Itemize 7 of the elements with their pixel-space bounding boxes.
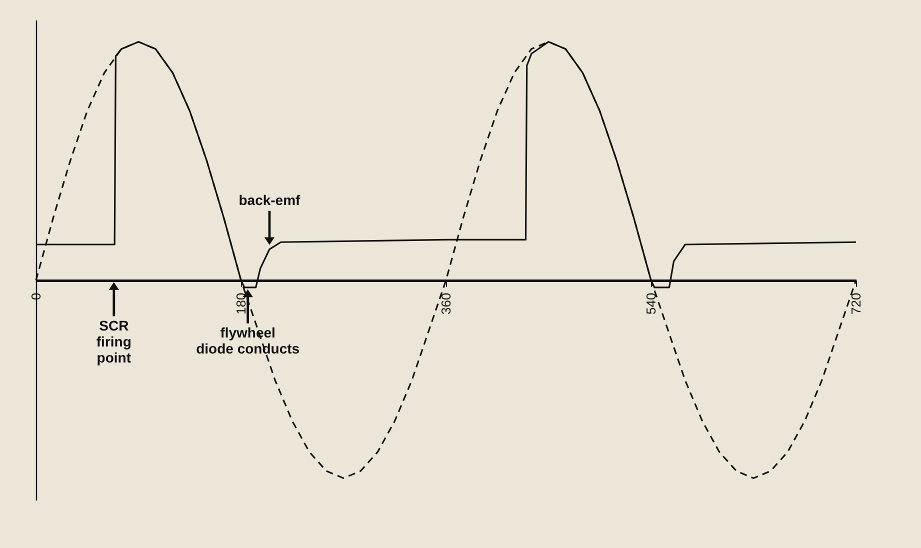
- annotation: back-emf: [238, 192, 301, 208]
- annotation: flywheel diode conducts: [196, 324, 300, 356]
- x-tick-label: 360: [438, 292, 454, 314]
- x-tick-label: 540: [644, 292, 658, 314]
- x-tick-label: 180: [234, 292, 248, 314]
- annotation: SCR firing point: [96, 317, 132, 366]
- x-tick-label: 720: [848, 292, 864, 314]
